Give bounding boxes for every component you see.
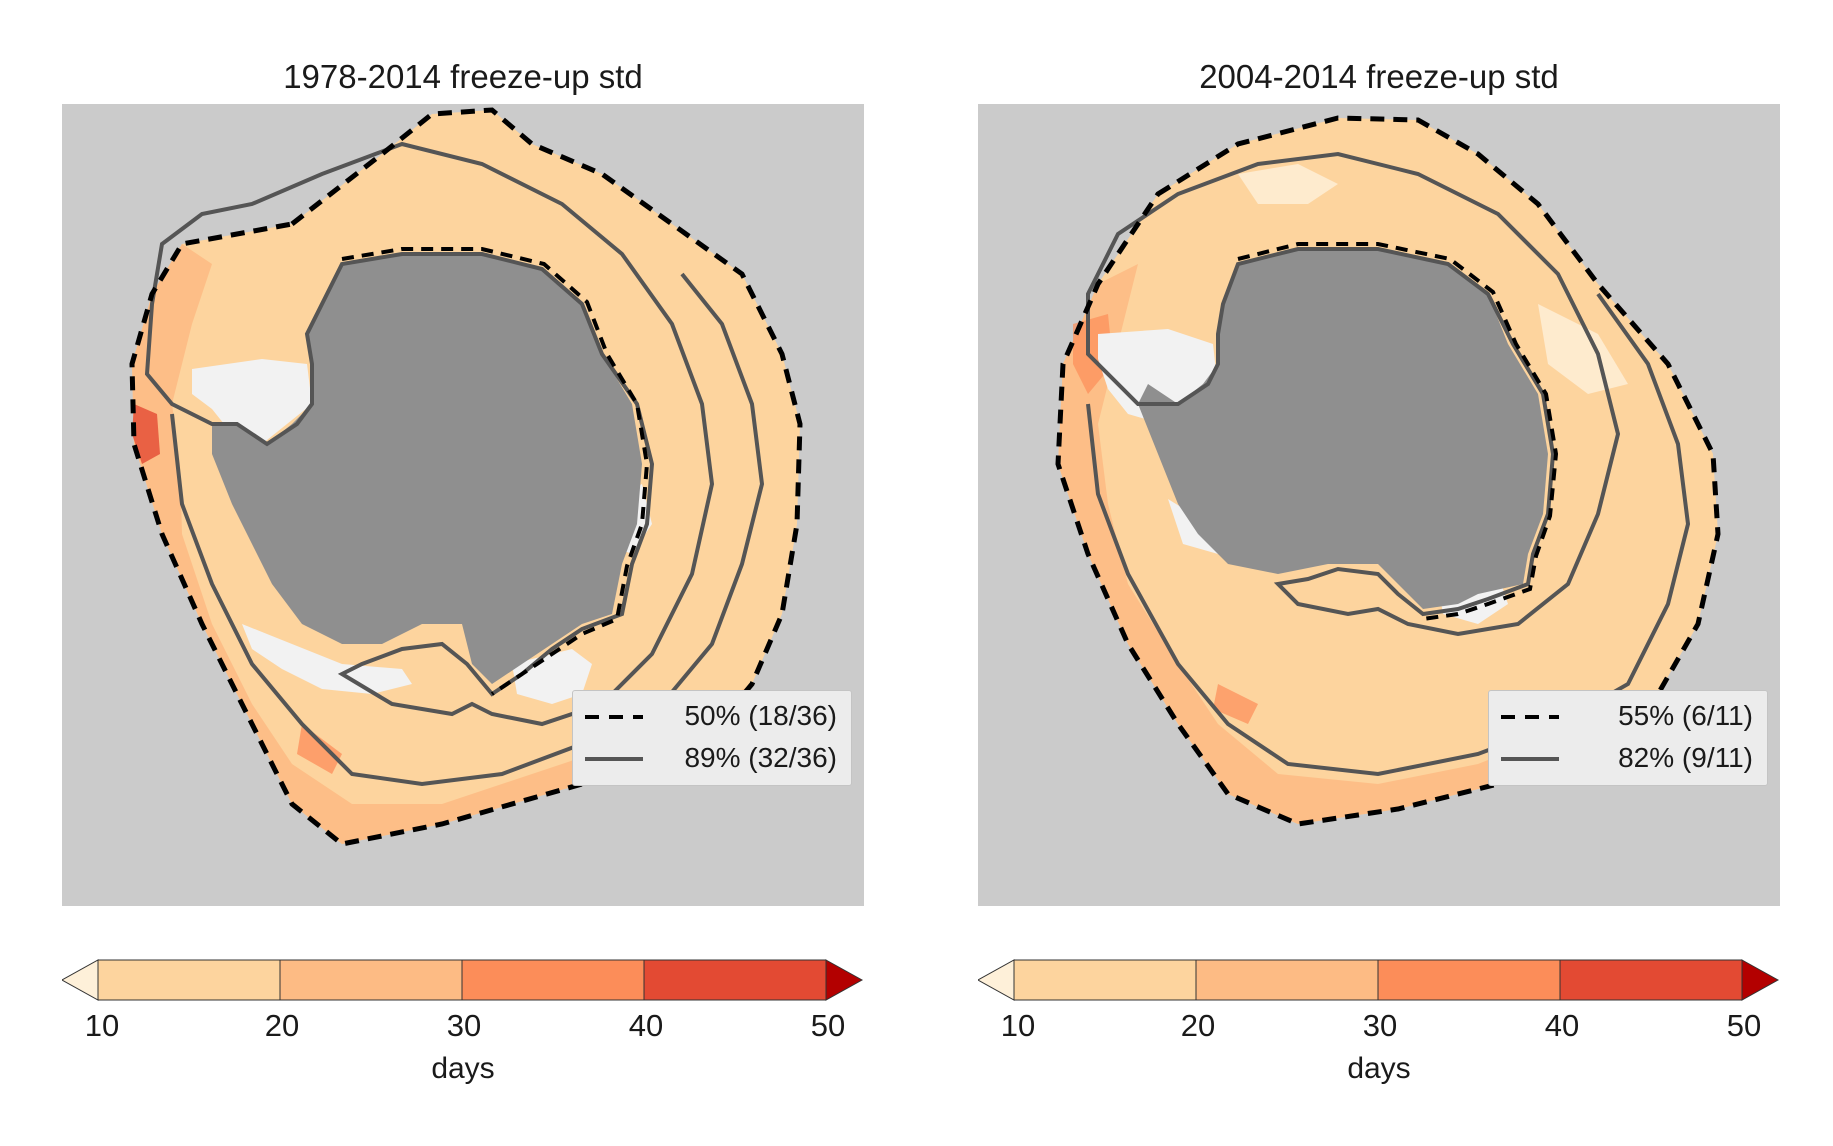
colorbar-tick-label: 10 — [1000, 1008, 1036, 1043]
colorbar-segment — [461, 959, 645, 1001]
legend-label: 55% (6/11) — [1618, 700, 1753, 731]
ice-shelf — [242, 624, 412, 694]
colorbar-under-arrow — [978, 959, 1015, 1001]
legend-entry-dashed: 55% (6/11) — [1489, 697, 1767, 737]
colorbar-over-arrow — [825, 959, 864, 1001]
ice-shelf — [192, 359, 312, 444]
colorbar-tick-label: 20 — [1180, 1008, 1216, 1043]
solid-line-icon — [585, 757, 643, 761]
colorbar-segment — [1195, 959, 1379, 1001]
solid-line-icon — [1501, 757, 1559, 761]
legend-entry-solid: 89% (32/36) — [573, 739, 851, 779]
colorbar — [978, 959, 1780, 1001]
light-std-patch — [1538, 304, 1628, 394]
contour-legend: 55% (6/11) 82% (9/11) — [1488, 690, 1768, 786]
contour-legend: 50% (18/36) 89% (32/36) — [572, 690, 852, 786]
legend-label: 50% (18/36) — [684, 700, 837, 731]
legend-entry-dashed: 50% (18/36) — [573, 697, 851, 737]
colorbar-tick-label: 30 — [446, 1008, 482, 1043]
panel-2004-2014: 2004-2014 freeze-up std 55% (6/11) 82% (… — [978, 0, 1798, 1146]
colorbar-segment — [97, 959, 281, 1001]
solid-contour-outer — [1086, 292, 1691, 777]
mid-std-band — [1058, 264, 1658, 824]
dashed-contour — [129, 107, 803, 847]
dashed-line-icon — [585, 715, 643, 719]
colorbar-tick-label: 10 — [84, 1008, 120, 1043]
high-std-patch — [297, 724, 342, 774]
colorbar-segment — [1559, 959, 1743, 1001]
colorbar-tick-label: 40 — [1544, 1008, 1580, 1043]
colorbar-segment — [1013, 959, 1197, 1001]
colorbar-segment — [1377, 959, 1561, 1001]
colorbar — [62, 959, 864, 1001]
panel-title: 1978-2014 freeze-up std — [283, 58, 643, 95]
dashed-contour-coast — [1237, 242, 1559, 621]
colorbar-tick-label: 30 — [1362, 1008, 1398, 1043]
legend-label: 82% (9/11) — [1618, 742, 1753, 773]
solid-contour-inner — [1086, 151, 1621, 637]
antarctic-map — [62, 104, 864, 906]
colorbar-over-arrow — [1741, 959, 1780, 1001]
colorbar-under-arrow — [62, 959, 99, 1001]
legend-entry-solid: 82% (9/11) — [1489, 739, 1767, 779]
colorbar-label: days — [1347, 1052, 1411, 1085]
panel-title: 2004-2014 freeze-up std — [1199, 58, 1559, 95]
colorbar-label: days — [431, 1052, 495, 1085]
colorbar-tick-label: 50 — [1726, 1008, 1762, 1043]
colorbar-segment — [279, 959, 463, 1001]
antarctic-continent — [212, 254, 642, 684]
colorbar-tick-label: 50 — [810, 1008, 846, 1043]
panel-1978-2014: 1978-2014 freeze-up std 50% (18/36) 89% … — [62, 0, 882, 1146]
high-std-patch — [1213, 684, 1258, 724]
colorbar-tick-label: 20 — [264, 1008, 300, 1043]
solid-contour-inner — [144, 141, 715, 727]
colorbar-segment — [643, 959, 827, 1001]
mid-std-band — [132, 244, 752, 844]
colorbar-tick-label: 40 — [628, 1008, 664, 1043]
light-std-patch — [1238, 164, 1338, 204]
dashed-line-icon — [1501, 715, 1559, 719]
high-std-patch — [132, 404, 160, 464]
antarctic-continent — [1138, 249, 1548, 609]
legend-label: 89% (32/36) — [684, 742, 837, 773]
antarctic-map — [978, 104, 1780, 906]
solid-contour-outer — [170, 272, 765, 787]
dashed-contour — [1055, 115, 1721, 827]
dashed-contour-coast — [341, 247, 650, 696]
